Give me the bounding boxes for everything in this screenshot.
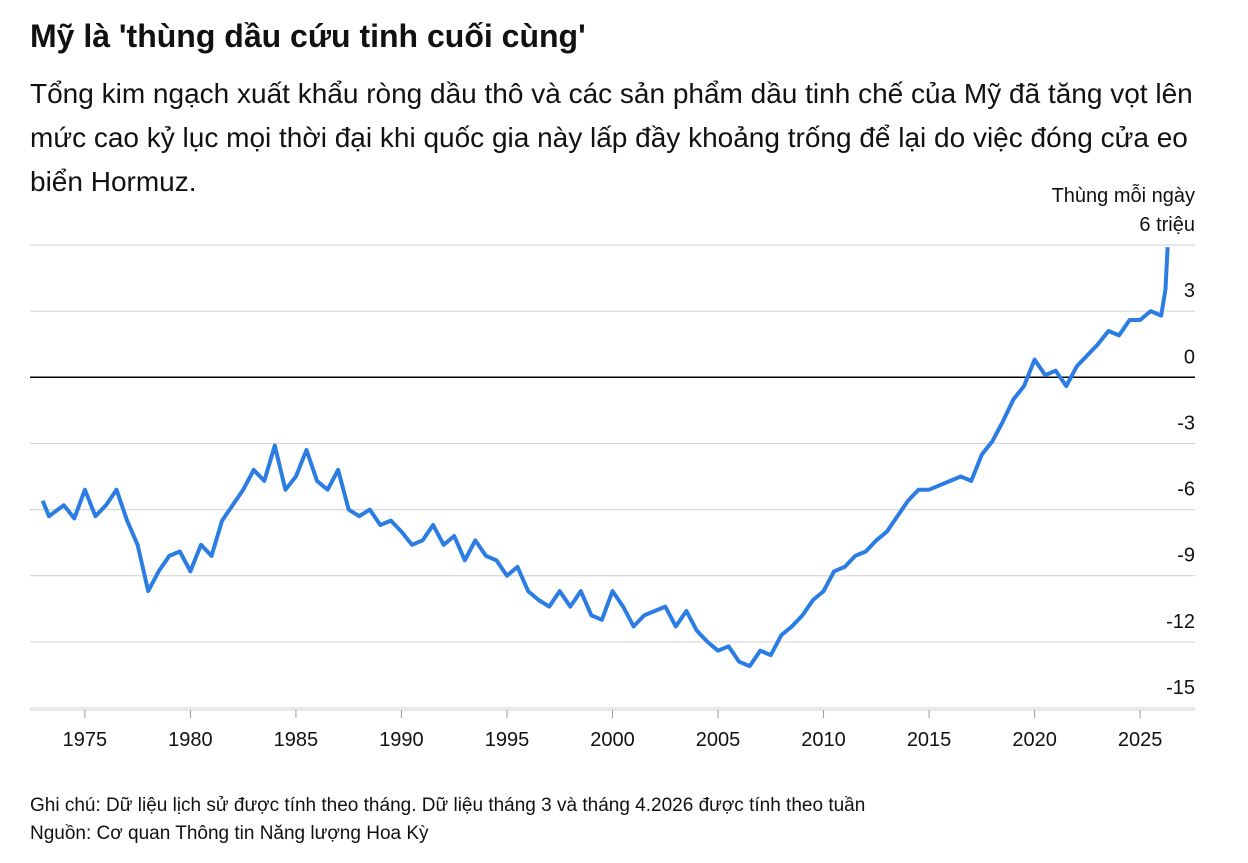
x-tick-label: 1975 [63, 729, 108, 751]
x-tick-label: 2020 [1012, 729, 1057, 751]
x-tick-label: 1985 [274, 729, 319, 751]
y-tick-label: 0 [1184, 346, 1195, 368]
x-tick-label: 1990 [379, 729, 424, 751]
y-tick-label: -6 [1177, 479, 1195, 501]
y-tick-label: -9 [1177, 545, 1195, 567]
chart-subtitle: Tổng kim ngạch xuất khẩu ròng dầu thô và… [30, 78, 1193, 197]
y-axis-label: Thùng mỗi ngày [1052, 184, 1195, 207]
note: Ghi chú: Dữ liệu lịch sử được tính theo … [30, 795, 866, 816]
x-tick-label: 2010 [801, 729, 846, 751]
y-tick-label: -12 [1166, 611, 1195, 633]
data-line [40, 247, 1170, 669]
source: Nguồn: Cơ quan Thông tin Năng lượng Hoa … [30, 823, 429, 844]
x-tick-label: 1995 [485, 729, 530, 751]
y-tick-label: 3 [1184, 280, 1195, 302]
chart-title: Mỹ là 'thùng dầu cứu tinh cuối cùng' [30, 18, 586, 54]
x-tick-label: 1980 [168, 729, 213, 751]
y-tick-label: -3 [1177, 412, 1195, 434]
x-tick-label: 2015 [907, 729, 952, 751]
x-tick-label: 2000 [590, 729, 635, 751]
y-tick-label: -15 [1166, 677, 1195, 699]
x-tick-label: 2005 [696, 729, 741, 751]
y-tick-label: 6 triệu [1139, 214, 1195, 236]
x-tick-label: 2025 [1118, 729, 1163, 751]
